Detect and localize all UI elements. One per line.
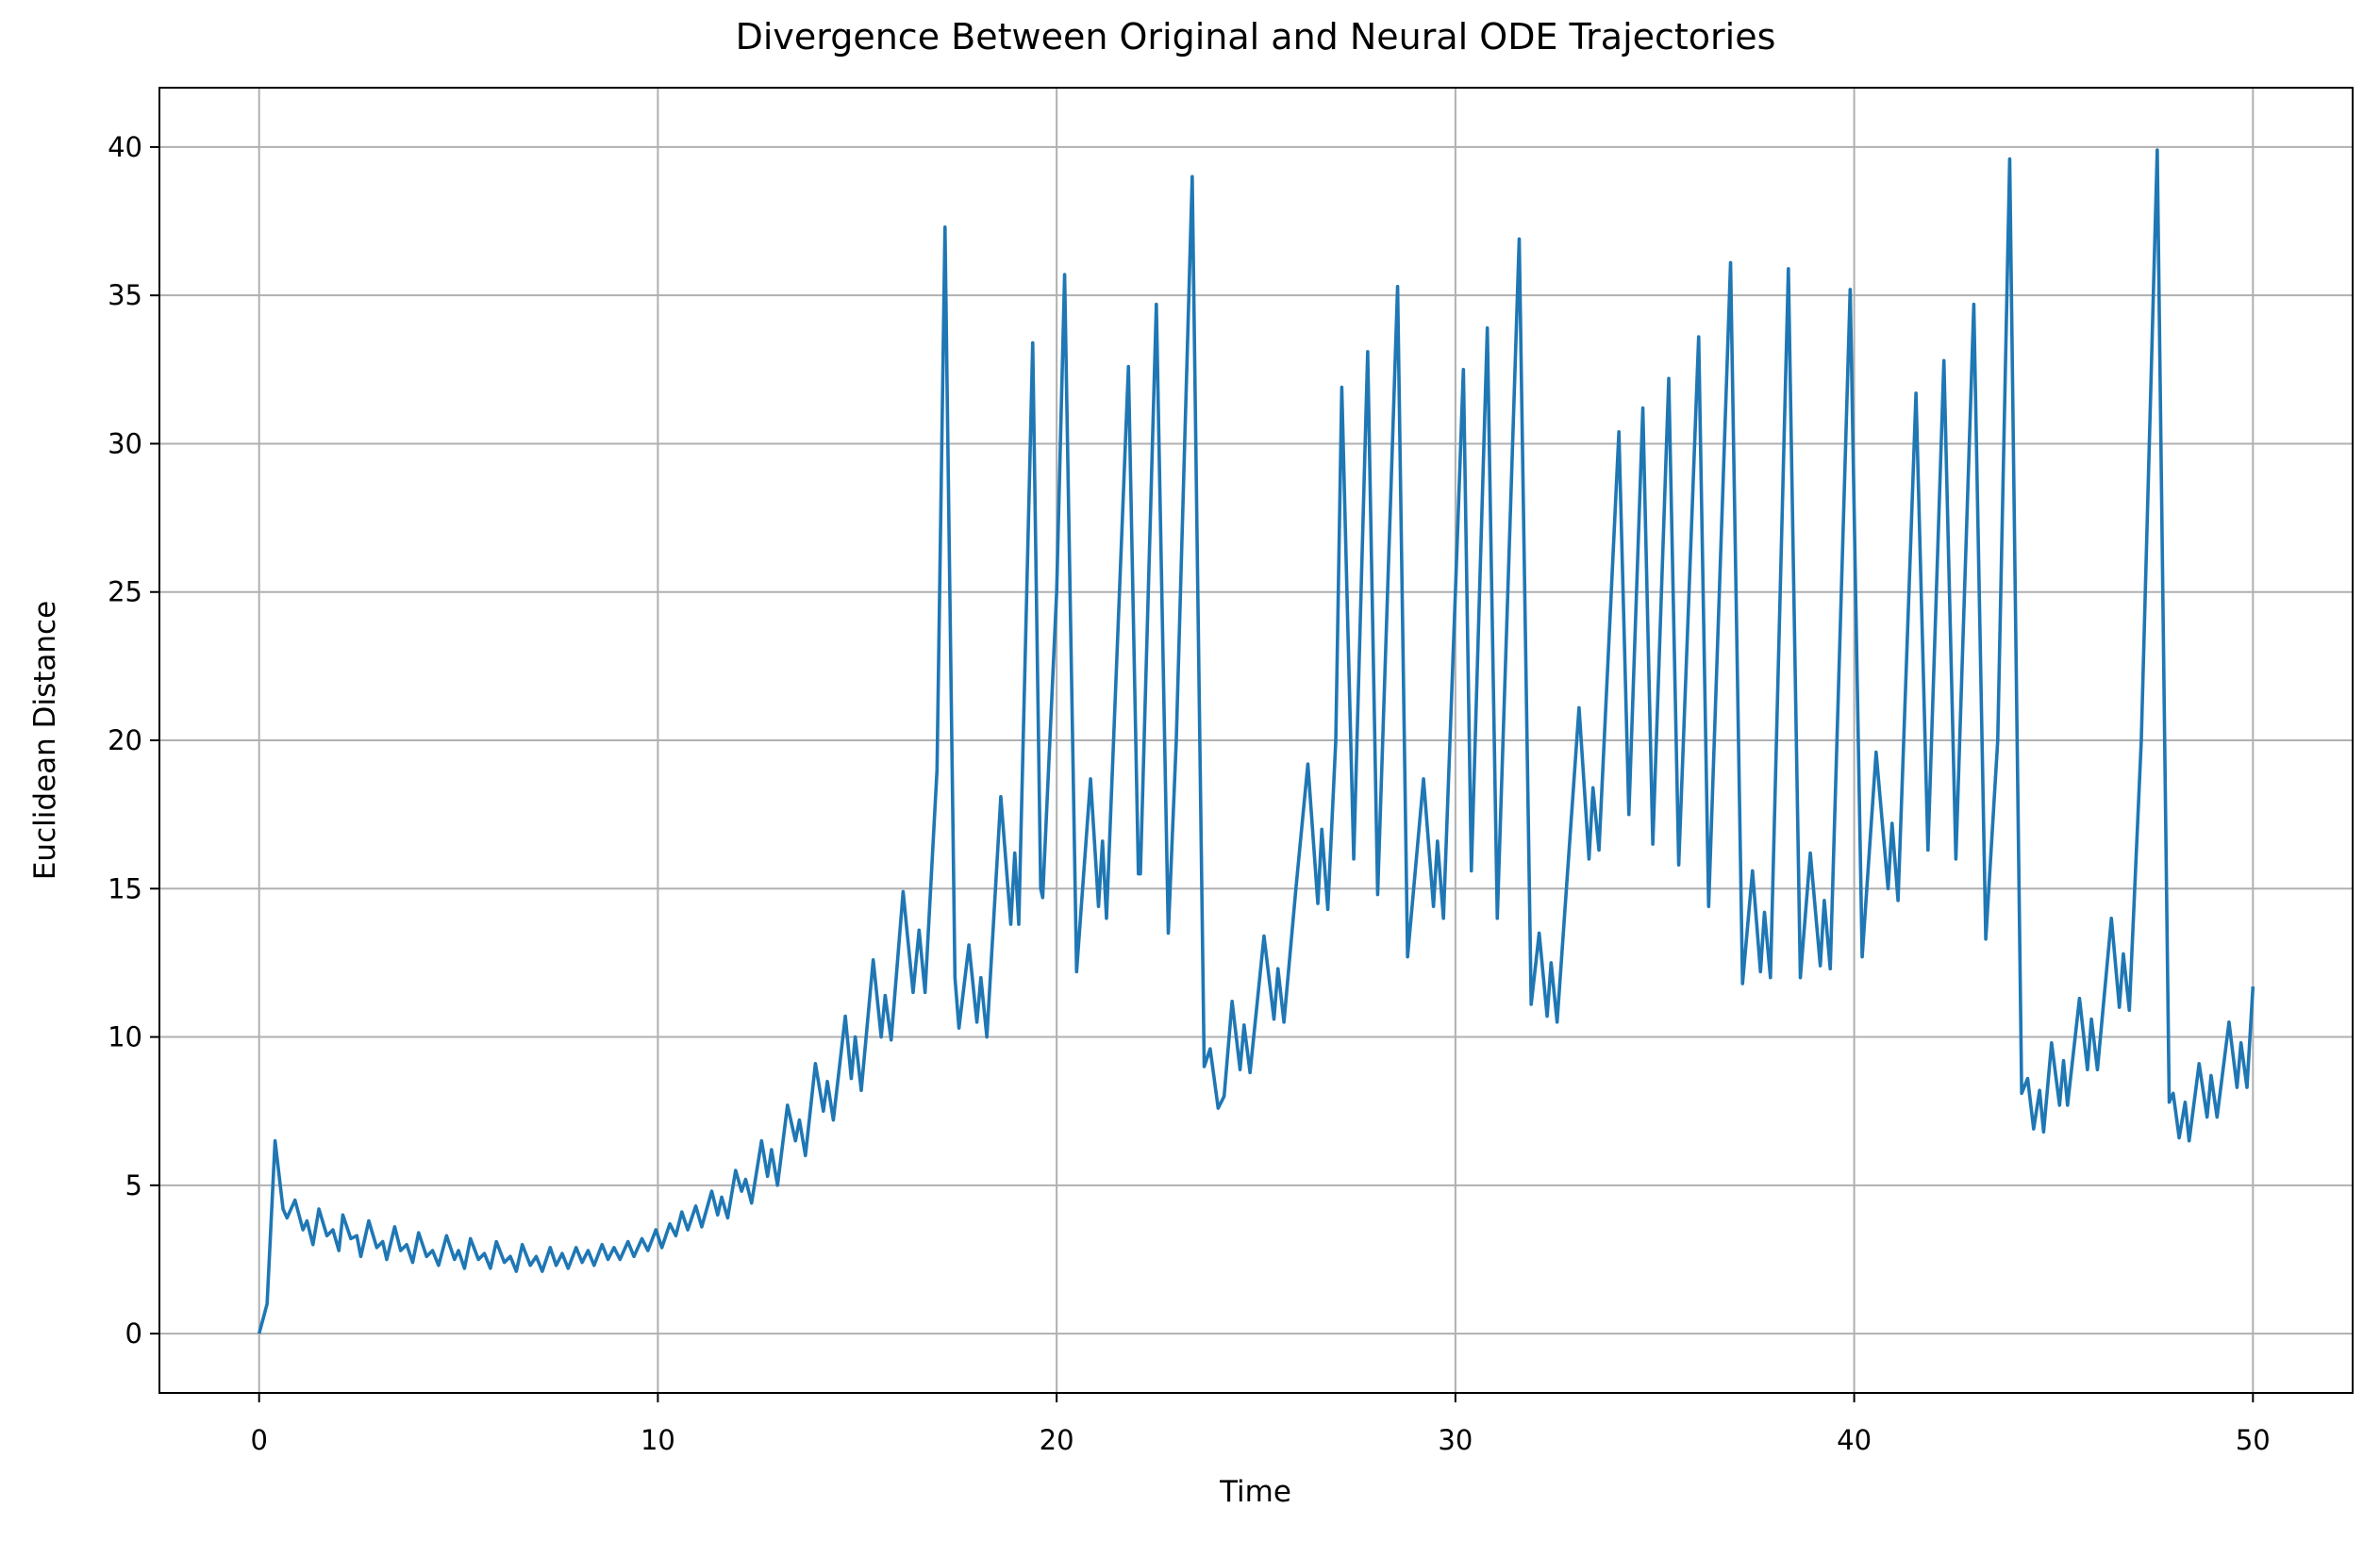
x-tick-label: 30: [1438, 1424, 1473, 1456]
x-tick-label: 20: [1040, 1424, 1074, 1456]
y-tick-label: 25: [108, 576, 142, 608]
y-tick-label: 0: [125, 1317, 142, 1350]
y-tick-label: 35: [108, 279, 142, 311]
x-tick-label: 0: [250, 1424, 267, 1456]
data-line: [257, 148, 2255, 1334]
y-tick-label: 40: [108, 131, 142, 163]
x-tick-label: 10: [641, 1424, 675, 1456]
y-tick-label: 15: [108, 872, 142, 904]
y-tick-label: 30: [108, 427, 142, 459]
y-tick-label: 10: [108, 1021, 142, 1053]
chart-title: Divergence Between Original and Neural O…: [736, 16, 1776, 58]
y-axis-label: Euclidean Distance: [28, 601, 62, 880]
x-tick-label: 40: [1837, 1424, 1872, 1456]
x-axis-label: Time: [1219, 1475, 1291, 1509]
y-tick-label: 5: [125, 1169, 142, 1201]
plot-frame: [158, 87, 2354, 1394]
x-tick-label: 50: [2236, 1424, 2271, 1456]
y-tick-label: 20: [108, 724, 142, 756]
